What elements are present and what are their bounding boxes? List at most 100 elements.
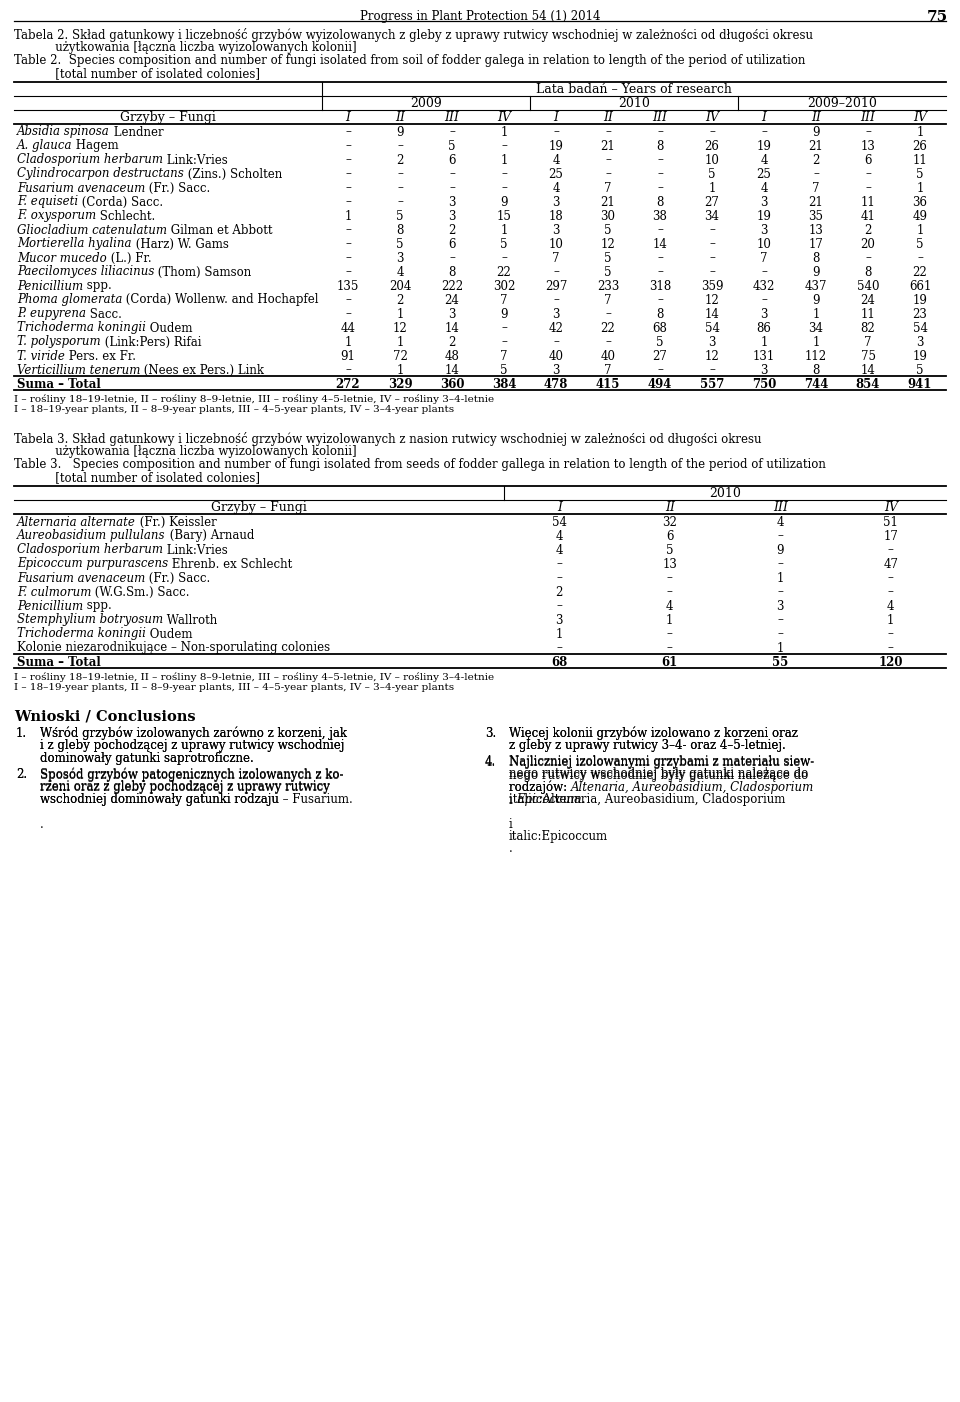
- Text: 5: 5: [666, 544, 674, 557]
- Text: –: –: [345, 153, 351, 167]
- Text: (Fr.) Sacc.: (Fr.) Sacc.: [145, 572, 210, 585]
- Text: –: –: [865, 181, 871, 195]
- Text: –: –: [605, 335, 611, 349]
- Text: Aureobasidium pullulans: Aureobasidium pullulans: [17, 530, 165, 543]
- Text: 2.: 2.: [16, 767, 27, 781]
- Text: 7: 7: [864, 335, 872, 349]
- Text: 8: 8: [864, 265, 872, 279]
- Text: 8: 8: [812, 251, 820, 265]
- Text: 1.: 1.: [16, 728, 27, 740]
- Text: Ehrenb. ex Schlecht: Ehrenb. ex Schlecht: [168, 558, 293, 571]
- Text: 3: 3: [448, 209, 456, 223]
- Text: 4: 4: [556, 530, 563, 543]
- Text: –: –: [657, 293, 663, 307]
- Text: –: –: [778, 614, 783, 627]
- Text: (L.) Fr.: (L.) Fr.: [107, 251, 152, 265]
- Text: 131: 131: [753, 349, 775, 363]
- Text: –: –: [657, 251, 663, 265]
- Text: –: –: [556, 572, 563, 585]
- Text: 272: 272: [336, 377, 360, 391]
- Text: 13: 13: [860, 140, 876, 153]
- Text: –: –: [556, 642, 563, 655]
- Text: 48: 48: [444, 349, 460, 363]
- Text: 13: 13: [662, 558, 677, 571]
- Text: Absidia spinosa: Absidia spinosa: [17, 126, 109, 139]
- Text: I: I: [761, 111, 766, 123]
- Text: 2010: 2010: [618, 97, 650, 109]
- Text: –: –: [709, 237, 715, 251]
- Text: –: –: [345, 251, 351, 265]
- Text: .: .: [40, 817, 44, 830]
- Text: III: III: [773, 501, 788, 515]
- Text: –: –: [397, 167, 403, 181]
- Text: –: –: [501, 251, 507, 265]
- Text: –: –: [605, 307, 611, 321]
- Text: 135: 135: [337, 279, 359, 293]
- Text: 12: 12: [601, 237, 615, 251]
- Text: 24: 24: [444, 293, 460, 307]
- Text: I – rośliny 18–19-letnie, II – rośliny 8–9-letnie, III – rośliny 4–5-letnie, IV : I – rośliny 18–19-letnie, II – rośliny 8…: [14, 394, 494, 404]
- Text: 68: 68: [551, 656, 567, 669]
- Text: 51: 51: [883, 516, 899, 529]
- Text: 9: 9: [396, 126, 404, 139]
- Text: 5: 5: [916, 237, 924, 251]
- Text: I: I: [557, 501, 562, 515]
- Text: italic:Altenaria, Aureobasidium, Cladosporium: italic:Altenaria, Aureobasidium, Cladosp…: [509, 792, 785, 806]
- Text: 1: 1: [556, 628, 563, 641]
- Text: 3: 3: [760, 363, 768, 377]
- Text: 384: 384: [492, 377, 516, 391]
- Text: –: –: [888, 586, 894, 599]
- Text: Grzyby – Fungi: Grzyby – Fungi: [211, 501, 307, 515]
- Text: –: –: [865, 126, 871, 139]
- Text: –: –: [917, 251, 923, 265]
- Text: Cylindrocarpon destructans: Cylindrocarpon destructans: [17, 167, 183, 181]
- Text: 3: 3: [552, 307, 560, 321]
- Text: 22: 22: [601, 321, 615, 335]
- Text: III: III: [444, 111, 460, 123]
- Text: 14: 14: [444, 363, 460, 377]
- Text: –: –: [778, 586, 783, 599]
- Text: 12: 12: [705, 349, 719, 363]
- Text: 1: 1: [396, 335, 404, 349]
- Text: –: –: [397, 195, 403, 209]
- Text: –: –: [605, 167, 611, 181]
- Text: 1: 1: [500, 153, 508, 167]
- Text: 1: 1: [916, 126, 924, 139]
- Text: –: –: [657, 223, 663, 237]
- Text: Link:Vries: Link:Vries: [163, 544, 228, 557]
- Text: Hagem: Hagem: [73, 140, 119, 153]
- Text: Fusarium avenaceum: Fusarium avenaceum: [17, 572, 145, 585]
- Text: [total number of isolated colonies]: [total number of isolated colonies]: [14, 471, 260, 484]
- Text: Lendner: Lendner: [109, 126, 163, 139]
- Text: I: I: [346, 111, 350, 123]
- Text: 11: 11: [860, 307, 876, 321]
- Text: [total number of isolated colonies]: [total number of isolated colonies]: [14, 67, 260, 80]
- Text: Alternaria alternate: Alternaria alternate: [17, 516, 136, 529]
- Text: I – rośliny 18–19-letnie, II – rośliny 8–9-letnie, III – rośliny 4–5-letnie, IV : I – rośliny 18–19-letnie, II – rośliny 8…: [14, 672, 494, 681]
- Text: 41: 41: [860, 209, 876, 223]
- Text: rzeni oraz z gleby pochodzącej z uprawy rutwicy: rzeni oraz z gleby pochodzącej z uprawy …: [40, 780, 330, 794]
- Text: IV: IV: [913, 111, 927, 123]
- Text: Najliczniej izolowanymi grzybami z materiału siew-: Najliczniej izolowanymi grzybami z mater…: [509, 756, 814, 770]
- Text: 2009–2010: 2009–2010: [807, 97, 876, 109]
- Text: 8: 8: [657, 195, 663, 209]
- Text: 1: 1: [916, 223, 924, 237]
- Text: 17: 17: [883, 530, 899, 543]
- Text: 15: 15: [496, 209, 512, 223]
- Text: 10: 10: [548, 237, 564, 251]
- Text: Table 3.   Species composition and number of fungi isolated from seeds of fodder: Table 3. Species composition and number …: [14, 458, 826, 471]
- Text: IV: IV: [884, 501, 898, 515]
- Text: 8: 8: [657, 140, 663, 153]
- Text: 1: 1: [708, 181, 716, 195]
- Text: Link:Vries: Link:Vries: [163, 153, 228, 167]
- Text: i: i: [509, 817, 516, 830]
- Text: Kolonie niezarodnikujące – Non-sporulating colonies: Kolonie niezarodnikujące – Non-sporulati…: [17, 642, 330, 655]
- Text: –: –: [761, 293, 767, 307]
- Text: F. equiseti: F. equiseti: [17, 195, 78, 209]
- Text: 27: 27: [705, 195, 719, 209]
- Text: i z gleby pochodzącej z uprawy rutwicy wschodniej: i z gleby pochodzącej z uprawy rutwicy w…: [40, 739, 345, 753]
- Text: 34: 34: [808, 321, 824, 335]
- Text: Verticillium tenerum: Verticillium tenerum: [17, 363, 140, 377]
- Text: 7: 7: [500, 349, 508, 363]
- Text: –: –: [449, 251, 455, 265]
